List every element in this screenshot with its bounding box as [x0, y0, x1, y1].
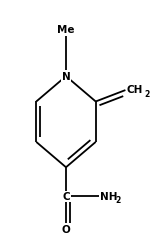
Text: 2: 2	[145, 89, 150, 98]
Text: CH: CH	[126, 84, 143, 94]
Text: 2: 2	[115, 196, 120, 205]
Text: Me: Me	[57, 25, 75, 35]
Text: NH: NH	[100, 191, 117, 201]
Text: C: C	[62, 192, 70, 202]
Text: O: O	[62, 224, 70, 234]
Text: N: N	[62, 72, 70, 82]
